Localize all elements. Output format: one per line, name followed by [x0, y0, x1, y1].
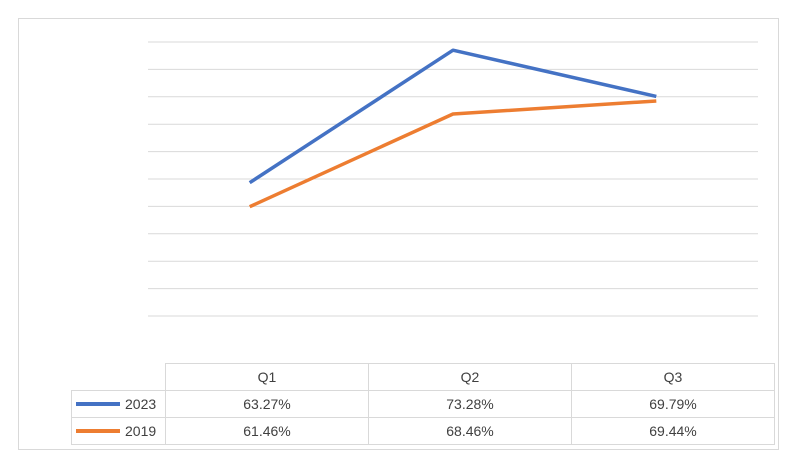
chart-data-table: Q1 Q2 Q3 2023 63.27% 73.28% 69.79% 2019 …: [71, 363, 775, 445]
line-chart: [148, 41, 758, 317]
data-table-header-row: Q1 Q2 Q3: [71, 363, 775, 391]
data-table-category-header: Q2: [368, 363, 572, 391]
legend-label: 2019: [125, 423, 157, 439]
legend-label: 2023: [125, 396, 157, 412]
data-table-category-header: Q1: [165, 363, 369, 391]
data-table-series-row: 2023 63.27% 73.28% 69.79%: [71, 390, 775, 418]
legend-swatch-2019: [76, 429, 120, 434]
data-table-cell: 69.79%: [571, 390, 775, 418]
legend-key-2023: 2023: [71, 390, 166, 418]
legend-key-2019: 2019: [71, 417, 166, 445]
data-table-cell: 68.46%: [368, 417, 572, 445]
chart-frame: Q1 Q2 Q3 2023 63.27% 73.28% 69.79% 2019 …: [18, 18, 779, 450]
data-table-category-header: Q3: [571, 363, 775, 391]
data-table-series-row: 2019 61.46% 68.46% 69.44%: [71, 417, 775, 445]
data-table-cell: 61.46%: [165, 417, 369, 445]
data-table-cell: 63.27%: [165, 390, 369, 418]
data-table-cell: 73.28%: [368, 390, 572, 418]
data-table-corner: [71, 363, 166, 391]
data-table-cell: 69.44%: [571, 417, 775, 445]
series-line-2019: [248, 99, 657, 209]
legend-swatch-2023: [76, 402, 120, 407]
series-line-2023: [248, 48, 657, 185]
